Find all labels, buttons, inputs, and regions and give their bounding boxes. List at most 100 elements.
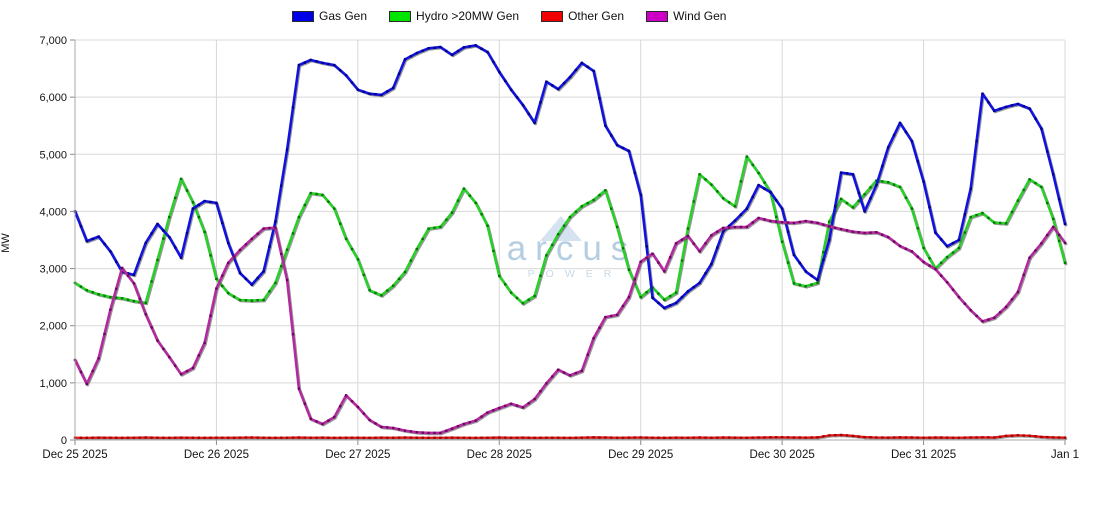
data-point-marker xyxy=(633,171,636,175)
data-point-marker xyxy=(179,373,183,376)
data-point-marker xyxy=(344,237,348,241)
data-point-marker xyxy=(380,436,383,439)
data-point-marker xyxy=(763,187,766,190)
data-point-marker xyxy=(845,172,849,175)
data-point-marker xyxy=(822,258,825,262)
data-point-marker xyxy=(303,402,306,405)
data-point-marker xyxy=(786,221,790,224)
legend-item-wind[interactable]: Wind Gen xyxy=(646,9,726,23)
data-point-marker xyxy=(1057,197,1061,201)
data-point-marker xyxy=(786,261,790,264)
data-point-marker xyxy=(780,221,784,224)
legend-item-gas[interactable]: Gas Gen xyxy=(292,9,367,23)
data-point-marker xyxy=(115,436,118,439)
data-point-marker xyxy=(792,221,796,225)
data-point-marker xyxy=(786,230,790,233)
data-point-marker xyxy=(521,302,525,305)
data-point-marker xyxy=(999,107,1002,111)
data-point-marker xyxy=(415,51,418,55)
data-point-marker xyxy=(238,271,242,275)
data-point-marker xyxy=(374,93,377,96)
data-point-marker xyxy=(963,436,966,439)
data-point-marker xyxy=(397,72,401,75)
data-point-marker xyxy=(816,221,819,225)
data-point-marker xyxy=(1063,436,1067,439)
data-point-marker xyxy=(633,436,636,439)
data-point-marker xyxy=(91,436,94,439)
data-point-marker xyxy=(910,436,913,439)
data-point-marker xyxy=(975,213,978,217)
data-point-marker xyxy=(350,400,354,403)
data-point-marker xyxy=(280,184,283,187)
data-point-marker xyxy=(680,436,684,439)
data-point-marker xyxy=(798,436,801,439)
data-point-marker xyxy=(568,215,572,219)
data-point-marker xyxy=(315,436,318,439)
data-point-marker xyxy=(144,313,147,316)
data-point-marker xyxy=(533,121,536,125)
data-point-marker xyxy=(993,316,996,319)
data-point-marker xyxy=(816,436,819,439)
data-point-marker xyxy=(639,193,642,197)
data-point-marker xyxy=(262,270,265,273)
data-point-marker xyxy=(604,124,607,127)
data-point-marker xyxy=(568,75,572,79)
data-point-marker xyxy=(539,436,542,439)
data-point-marker xyxy=(615,225,619,229)
data-point-marker xyxy=(504,79,507,83)
data-point-marker xyxy=(368,418,371,422)
data-point-marker xyxy=(975,139,978,143)
data-point-marker xyxy=(315,192,318,196)
data-point-marker xyxy=(887,436,890,439)
data-point-marker xyxy=(892,133,896,137)
data-point-marker xyxy=(610,207,613,210)
data-point-marker xyxy=(945,281,949,284)
data-point-marker xyxy=(727,226,731,229)
data-point-marker xyxy=(132,299,136,303)
data-point-marker xyxy=(698,281,701,285)
data-point-marker xyxy=(380,294,383,297)
legend-item-hydro[interactable]: Hydro >20MW Gen xyxy=(389,9,519,23)
data-point-marker xyxy=(645,436,648,439)
data-point-marker xyxy=(763,218,766,221)
data-point-marker xyxy=(480,47,483,50)
data-point-marker xyxy=(356,258,360,261)
data-point-marker xyxy=(227,291,230,295)
data-point-marker xyxy=(769,190,772,194)
data-point-marker xyxy=(221,284,224,288)
data-point-marker xyxy=(291,106,295,109)
data-point-marker xyxy=(727,224,731,228)
data-point-marker xyxy=(409,259,413,262)
data-point-marker xyxy=(174,436,177,439)
data-point-marker xyxy=(250,283,253,286)
data-point-marker xyxy=(280,436,283,439)
data-point-marker xyxy=(633,278,636,281)
legend-item-other[interactable]: Other Gen xyxy=(541,9,624,23)
data-point-marker xyxy=(775,215,778,219)
data-point-marker xyxy=(415,436,418,439)
data-point-marker xyxy=(881,233,884,236)
data-point-marker xyxy=(162,229,165,232)
data-point-marker xyxy=(421,436,424,439)
data-point-marker xyxy=(280,265,283,268)
data-point-marker xyxy=(1010,434,1014,437)
data-point-marker xyxy=(598,193,601,197)
data-point-marker xyxy=(197,203,200,207)
data-point-marker xyxy=(368,436,371,439)
data-point-marker xyxy=(138,257,141,261)
data-point-marker xyxy=(557,233,560,236)
data-point-marker xyxy=(209,314,212,317)
data-point-marker xyxy=(209,436,212,439)
data-point-marker xyxy=(492,249,495,253)
data-point-marker xyxy=(798,220,801,224)
data-point-marker xyxy=(327,62,330,66)
y-tick-label: 2,000 xyxy=(39,321,67,333)
data-point-marker xyxy=(168,215,171,219)
data-point-marker xyxy=(509,402,513,405)
data-point-marker xyxy=(651,436,654,439)
data-point-marker xyxy=(250,436,253,439)
data-point-marker xyxy=(79,436,83,439)
data-point-marker xyxy=(126,272,130,275)
data-point-marker xyxy=(480,213,483,216)
